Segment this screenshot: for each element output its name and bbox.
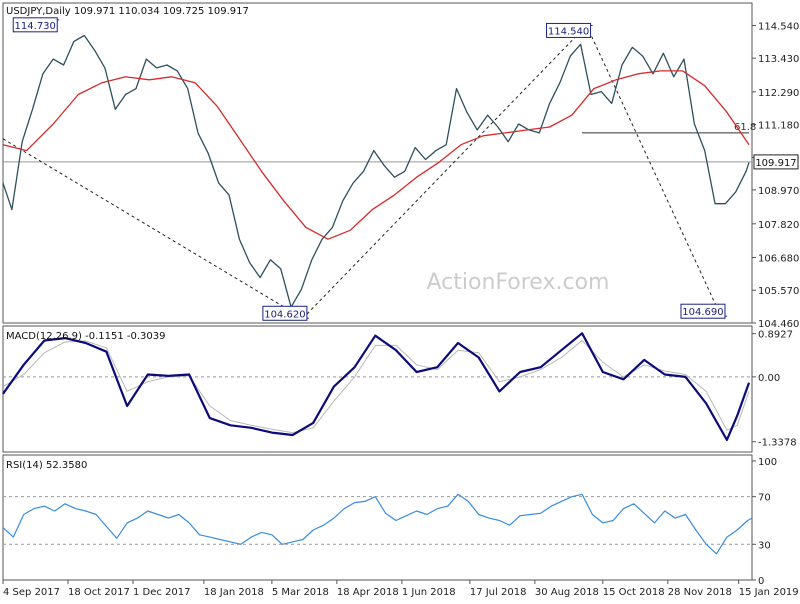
xtick-label: 4 Sep 2017 xyxy=(3,587,60,598)
price-title: USDJPY,Daily 109.971 110.034 109.725 109… xyxy=(6,6,249,17)
macd-line xyxy=(2,332,751,441)
price-ytick-label: 105.570 xyxy=(758,286,799,297)
xtick-label: 15 Oct 2018 xyxy=(603,587,665,598)
rsi-ytick-label: 0 xyxy=(758,576,764,587)
trend-line xyxy=(586,25,722,317)
moving-average-line xyxy=(2,70,750,240)
annotation-box xyxy=(262,305,308,321)
price-ytick-label: 108.970 xyxy=(758,186,799,197)
price-ytick-label: 111.180 xyxy=(758,121,799,132)
price-ytick-label: 112.290 xyxy=(758,88,799,99)
annotation-box xyxy=(546,22,592,38)
xtick-label: 30 Aug 2018 xyxy=(535,587,599,598)
rsi-ytick-label: 70 xyxy=(758,493,771,504)
annotation-label: 104.620 xyxy=(264,309,305,320)
xtick-label: 1 Dec 2017 xyxy=(133,587,191,598)
xtick-label: 17 Jul 2018 xyxy=(470,587,527,598)
price-ytick-label: 107.820 xyxy=(758,220,799,231)
macd-ytick-label: 0.00 xyxy=(758,373,780,384)
trend-line xyxy=(302,25,587,319)
rsi-title: RSI(14) 52.3580 xyxy=(6,460,87,471)
xtick-label: 1 Jun 2018 xyxy=(402,587,456,598)
macd-panel: 0.8927 0.00 -1.3378 MACD(12,26,9) -0.1151 -… xyxy=(2,325,797,453)
annotation-label: 104.690 xyxy=(682,307,723,318)
annotation-label: 114.730 xyxy=(15,21,56,32)
current-price-label: 109.917 xyxy=(755,158,796,169)
price-ytick-label: 104.460 xyxy=(758,319,799,330)
price-ytick-label: 113.430 xyxy=(758,54,799,65)
rsi-panel: 100 70 30 0 RSI(14) 52.3580 xyxy=(2,454,777,587)
fib-level-label: 61.8 xyxy=(734,122,756,133)
xtick-label: 28 Nov 2018 xyxy=(668,587,732,598)
price-panel-frame xyxy=(2,2,753,324)
rsi-ytick-label: 100 xyxy=(758,457,777,468)
macd-ytick-label: -1.3378 xyxy=(758,438,797,449)
macd-signal-line xyxy=(2,340,750,434)
price-ytick-label: 114.540 xyxy=(758,21,799,32)
macd-ytick-label: 0.8927 xyxy=(758,330,793,341)
macd-title: MACD(12,26,9) -0.1151 -0.3039 xyxy=(6,331,166,342)
price-ytick-label: 106.680 xyxy=(758,253,799,264)
price-panel: 114.540113.430112.290111.180110.070108.9… xyxy=(2,2,799,330)
xtick-label: 18 Jan 2018 xyxy=(204,587,264,598)
trend-line xyxy=(2,138,304,319)
current-price-tag xyxy=(753,154,799,170)
annotation-label: 114.540 xyxy=(548,26,589,37)
xtick-label: 18 Apr 2018 xyxy=(337,587,399,598)
rsi-panel-frame xyxy=(2,454,753,581)
xtick-label: 5 Mar 2018 xyxy=(272,587,329,598)
rsi-ytick-label: 30 xyxy=(758,540,771,551)
watermark: ActionForex.com xyxy=(427,270,610,295)
price-series-line xyxy=(2,34,750,308)
xtick-label: 15 Jan 2019 xyxy=(739,587,799,598)
annotation-box xyxy=(12,17,58,33)
macd-panel-frame xyxy=(2,325,753,453)
xtick-label: 18 Oct 2017 xyxy=(68,587,130,598)
annotation-box xyxy=(680,303,726,319)
rsi-line xyxy=(2,493,753,555)
time-axis: 4 Sep 2017 18 Oct 2017 1 Dec 2017 18 Jan 20… xyxy=(2,580,799,598)
